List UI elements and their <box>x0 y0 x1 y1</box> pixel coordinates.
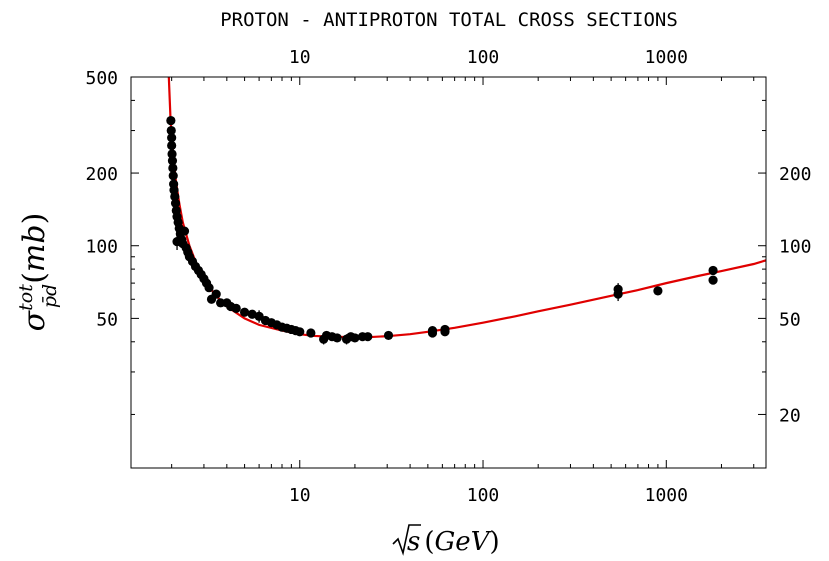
data-point <box>168 163 178 173</box>
data-point <box>427 326 438 336</box>
x-label-unit: GeV <box>435 527 492 557</box>
y-tick-label: 100 <box>85 237 118 258</box>
plot-frame <box>130 76 767 469</box>
x-axis-label: s (GeV) <box>392 524 500 557</box>
y-label-subscript: p̄d <box>39 284 61 308</box>
data-point <box>440 324 450 335</box>
left-axis: 50 100 200 500 <box>85 68 139 415</box>
data-point <box>231 303 241 313</box>
bottom-axis: 10 100 1000 <box>171 460 755 506</box>
x-tick-label: 1000 <box>645 485 688 506</box>
data-point <box>168 171 178 181</box>
y-tick-label: 500 <box>85 68 118 89</box>
data-point <box>204 283 214 293</box>
svg-text:s(GeV): s (GeV) <box>407 527 500 557</box>
data-point <box>613 284 623 294</box>
data-points <box>166 115 718 345</box>
y-tick-label: 50 <box>96 309 118 330</box>
data-point <box>167 133 177 143</box>
y-right-tick-label: 50 <box>779 309 801 330</box>
data-point <box>247 309 257 319</box>
x-tick-label: 100 <box>467 485 500 506</box>
data-point <box>306 328 316 338</box>
y-label-symbol: σ <box>17 309 52 331</box>
x-top-tick-label: 1000 <box>645 47 688 68</box>
data-point <box>170 191 180 202</box>
data-point <box>363 332 373 342</box>
data-point <box>170 198 181 208</box>
data-point <box>653 286 663 296</box>
data-point <box>166 125 176 136</box>
y-right-tick-label: 20 <box>779 405 801 426</box>
chart-title: PROTON - ANTIPROTON TOTAL CROSS SECTIONS <box>220 9 678 31</box>
right-axis: 20 50 100 200 <box>758 76 812 426</box>
y-axis-label: σtot p̄d(mb) <box>15 213 61 332</box>
y-label-superscript: tot <box>15 284 37 311</box>
top-axis: 10 100 1000 <box>171 47 755 85</box>
y-right-tick-label: 200 <box>779 164 812 185</box>
y-label-unit: mb <box>17 224 52 272</box>
x-label-radicand: s <box>407 527 420 557</box>
data-point <box>167 156 178 166</box>
data-point <box>350 333 360 343</box>
x-top-tick-label: 100 <box>467 47 500 68</box>
data-point <box>295 327 305 337</box>
data-point <box>383 330 394 341</box>
data-point <box>179 226 190 236</box>
data-point <box>167 140 177 151</box>
data-point <box>239 307 250 317</box>
data-point <box>708 275 718 285</box>
y-right-tick-label: 100 <box>779 237 812 258</box>
data-point <box>167 149 177 159</box>
x-top-tick-label: 10 <box>289 47 311 68</box>
data-point <box>708 265 718 276</box>
data-point <box>166 115 176 126</box>
x-tick-label: 10 <box>289 485 311 506</box>
data-point <box>332 333 342 343</box>
y-tick-label: 200 <box>85 164 118 185</box>
fit-curve <box>167 77 766 339</box>
data-point <box>211 289 221 299</box>
